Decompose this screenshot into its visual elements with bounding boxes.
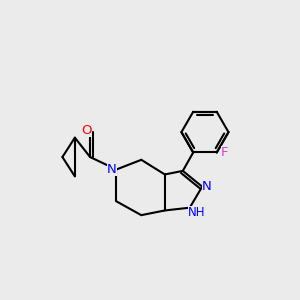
Text: O: O — [81, 124, 92, 137]
Text: N: N — [202, 180, 212, 193]
Text: NH: NH — [188, 206, 206, 219]
Text: F: F — [221, 146, 228, 159]
Text: N: N — [107, 163, 117, 176]
